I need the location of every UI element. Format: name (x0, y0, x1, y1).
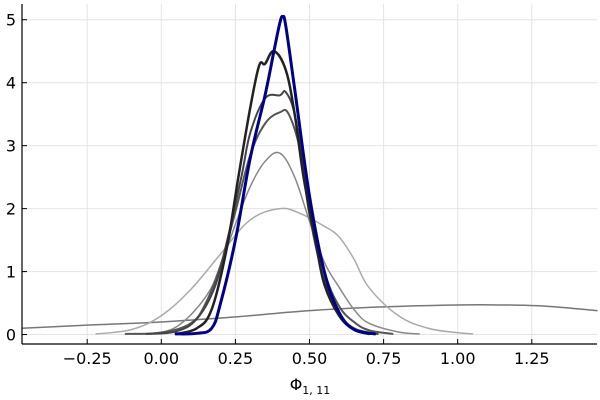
y-tick-label: 1 (6, 263, 16, 282)
x-tick-label: 1.00 (440, 349, 476, 368)
x-axis-title-main: Φ (290, 375, 303, 394)
series-line-6 (174, 49, 371, 336)
y-tick-label: 0 (6, 326, 16, 345)
x-tick-label: −0.25 (63, 349, 112, 368)
y-tick-label: 4 (6, 74, 16, 93)
axes (21, 4, 597, 345)
x-tick-label: 0.25 (218, 349, 254, 368)
x-tick-labels: −0.25 0.00 0.25 0.50 0.75 1.00 1.25 (63, 349, 550, 368)
x-tick-label: 1.25 (514, 349, 550, 368)
x-axis-title: Φ1, 11 (290, 375, 331, 397)
y-tick-labels: 0 1 2 3 4 5 (6, 11, 16, 345)
series-line-7 (174, 14, 377, 336)
x-tick-label: 0.50 (292, 349, 328, 368)
x-tick-label: 0.00 (143, 349, 179, 368)
series-lines (21, 14, 598, 336)
y-tick-label: 3 (6, 137, 16, 156)
y-tick-label: 2 (6, 200, 16, 219)
y-tick-label: 5 (6, 11, 16, 30)
x-axis-title-subscript: 1, 11 (302, 384, 330, 397)
series-line-4 (124, 108, 394, 335)
x-tick-label: 0.75 (366, 349, 402, 368)
grid (22, 4, 597, 344)
